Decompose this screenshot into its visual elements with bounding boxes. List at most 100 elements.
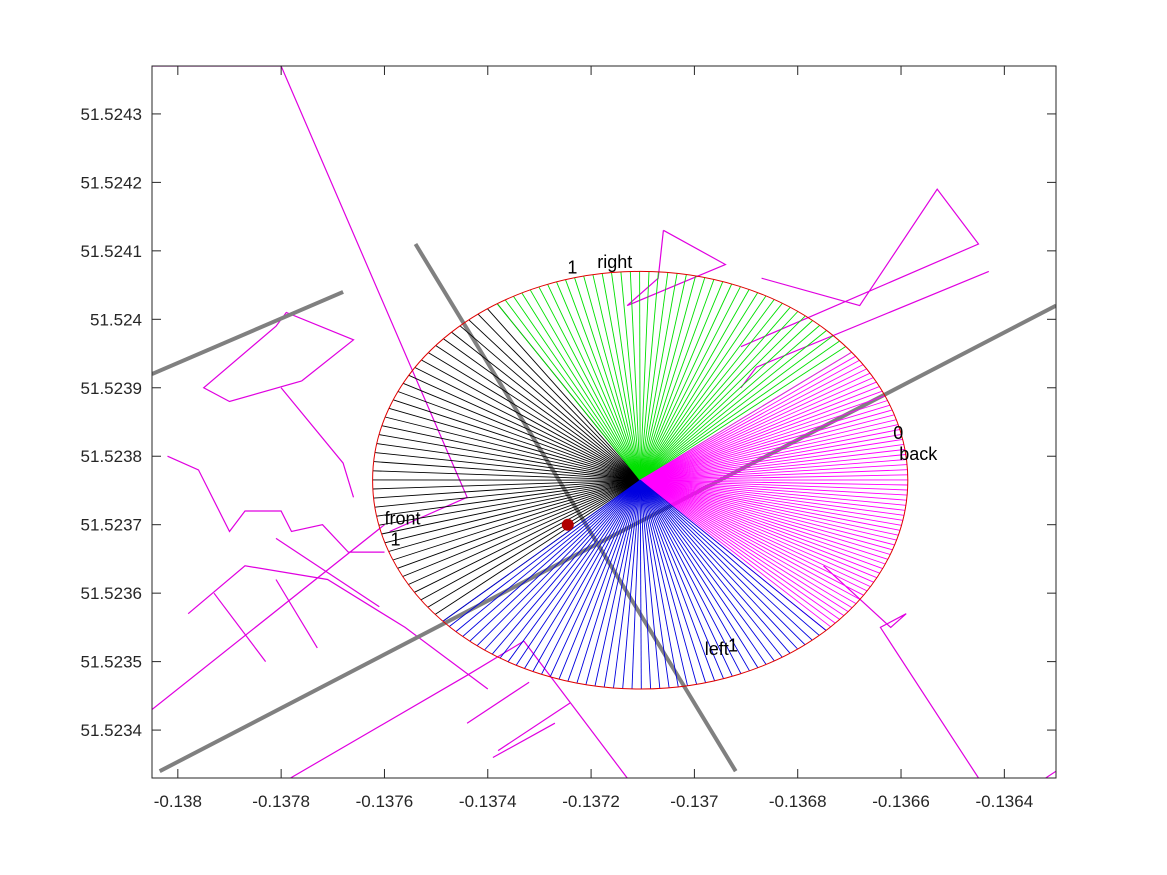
right-ray: [639, 335, 834, 481]
left-ray: [585, 480, 641, 685]
right-ray: [639, 279, 715, 481]
right-ray: [521, 292, 641, 481]
y-tick-label: 51.5241: [81, 242, 142, 261]
building-outline: [167, 455, 385, 553]
building-outline: [152, 66, 468, 533]
back-ray: [640, 479, 871, 588]
back-ray: [640, 479, 895, 546]
right-ray: [574, 277, 641, 481]
front-ray: [397, 479, 641, 569]
annotation-left-1: 1: [728, 635, 738, 655]
right-ray: [639, 271, 650, 481]
left-ray: [622, 480, 641, 689]
x-tick-label: -0.1376: [356, 792, 414, 811]
left-ray: [639, 480, 679, 687]
left-ray: [442, 479, 641, 622]
x-tick-label: -0.138: [154, 792, 202, 811]
back-ray: [640, 433, 902, 481]
front-ray: [468, 319, 641, 481]
right-ray: [639, 303, 783, 481]
back-ray: [640, 419, 897, 481]
plot-area: [152, 66, 1056, 778]
back-ray: [640, 404, 891, 481]
back-ray: [639, 479, 840, 620]
back-ray: [640, 448, 905, 481]
right-ray: [639, 277, 706, 481]
building-outline: [280, 387, 355, 498]
back-ray: [640, 479, 877, 579]
right-ray: [639, 275, 697, 481]
left-ray: [469, 479, 641, 642]
back-ray: [640, 479, 888, 560]
back-ray: [640, 386, 880, 481]
front-ray: [428, 352, 641, 481]
front-ray: [408, 479, 641, 585]
front-ray: [373, 479, 641, 499]
y-tick-label: 51.5237: [81, 516, 142, 535]
front-ray: [393, 399, 641, 481]
building-outline: [740, 270, 990, 389]
front-ray: [443, 338, 641, 481]
front-ray: [384, 416, 641, 481]
right-ray: [620, 271, 641, 481]
right-ray: [538, 286, 641, 481]
right-ray: [639, 292, 759, 481]
back-ray: [639, 364, 864, 481]
back-ray: [640, 479, 903, 521]
right-ray: [639, 307, 791, 481]
back-ray: [639, 479, 857, 604]
left-ray: [576, 480, 641, 684]
front-ray: [378, 434, 641, 481]
front-ray: [373, 461, 641, 481]
back-ray: [640, 479, 908, 491]
front-ray: [427, 479, 641, 608]
front-ray: [451, 331, 641, 481]
left-ray: [639, 479, 742, 674]
road-line: [152, 290, 344, 376]
back-ray: [640, 479, 897, 541]
front-ray: [434, 479, 641, 615]
right-ray: [583, 275, 641, 481]
back-ray: [640, 454, 906, 481]
right-ray: [639, 340, 840, 481]
x-tick-label: -0.1378: [252, 792, 310, 811]
back-ray: [640, 479, 893, 551]
left-ray: [639, 480, 670, 688]
back-ray: [640, 479, 905, 511]
back-ray: [640, 474, 908, 481]
left-ray: [449, 479, 641, 627]
back-ray: [640, 479, 883, 570]
left-ray: [532, 479, 641, 672]
back-ray: [640, 400, 888, 481]
annotation-right-1: 1: [567, 257, 577, 277]
front-ray: [374, 452, 641, 481]
back-ray: [640, 479, 880, 574]
left-ray: [491, 479, 641, 655]
right-ray: [639, 286, 741, 481]
front-ray: [402, 382, 641, 481]
y-tick-label: 51.5238: [81, 447, 142, 466]
left-ray: [639, 479, 791, 654]
back-ray: [640, 390, 883, 481]
left-ray: [639, 479, 813, 641]
back-ray: [640, 429, 900, 481]
building-outline: [213, 592, 267, 662]
building-outline: [823, 565, 980, 778]
left-ray: [639, 479, 806, 646]
annotation-back: 0 back: [893, 423, 938, 464]
right-ray: [639, 320, 813, 481]
left-ray: [594, 480, 641, 687]
front-ray: [376, 443, 641, 481]
front-ray: [372, 470, 641, 481]
front-ray: [381, 479, 641, 535]
y-tick-label: 51.5242: [81, 173, 142, 192]
right-ray: [639, 299, 775, 481]
right-ray: [592, 274, 641, 481]
building-outline: [740, 188, 980, 348]
back-ray: [640, 479, 868, 592]
back-ray: [639, 360, 860, 481]
left-ray: [639, 480, 688, 686]
back-ray: [640, 479, 891, 555]
